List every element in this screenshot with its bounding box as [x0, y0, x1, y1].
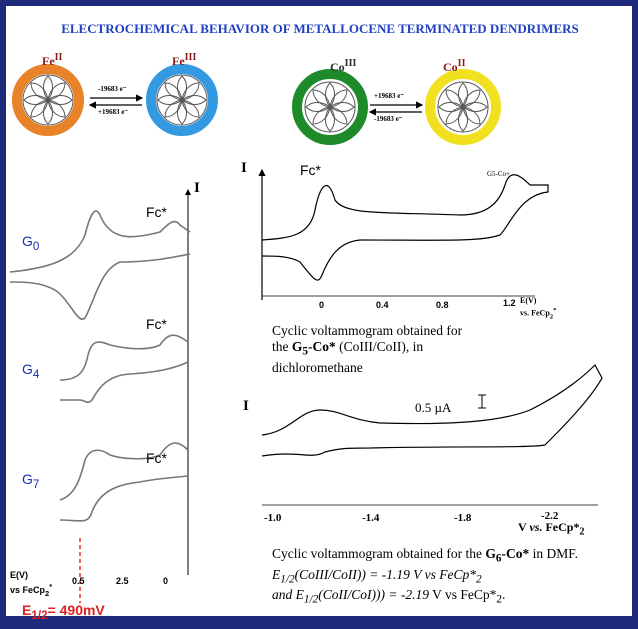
- text: 0: [33, 240, 39, 253]
- scale-label: 0.5 µA: [415, 400, 451, 416]
- tick-label: 2.5: [116, 576, 129, 586]
- text: E(V): [520, 296, 536, 305]
- text: Co: [443, 60, 458, 74]
- axis-label: V vs. FeCp*2: [518, 520, 584, 537]
- trace-species: Fc*: [300, 162, 321, 178]
- text: 2: [476, 573, 482, 585]
- caption: Cyclic voltammogram obtained for the G5-…: [272, 323, 472, 376]
- text: 4: [33, 368, 39, 381]
- co3-label: CoIII: [330, 58, 356, 75]
- fe2-label: FeII: [42, 52, 62, 69]
- dendrimer-co3: [297, 74, 363, 140]
- arrow-label: +19683 e⁻: [374, 92, 404, 100]
- axis-label: I: [241, 160, 247, 177]
- tick-label: 0.5: [72, 576, 85, 586]
- text: 1/2: [31, 609, 47, 622]
- text: (CoII/CoI))) = -2.19: [318, 587, 429, 602]
- tick-label: 0.4: [376, 300, 389, 310]
- axis-label: E(V) vs. FeCp2*: [520, 296, 556, 322]
- arrow-label: -19683 e⁻: [374, 115, 402, 123]
- dendrimer-fe2: [17, 69, 79, 131]
- arrow-label: -19683 e⁻: [98, 85, 126, 93]
- text: Cyclic voltammogram obtained for the: [272, 546, 485, 561]
- text: *: [553, 307, 556, 314]
- trace-label: G7: [22, 471, 39, 491]
- text: G: [22, 471, 33, 487]
- trace-label: G5-Co+: [487, 170, 510, 178]
- title: ELECTROCHEMICAL BEHAVIOR OF METALLOCENE …: [30, 22, 610, 36]
- tick-label: 0: [319, 300, 324, 310]
- text: *: [49, 582, 52, 591]
- text: vs. FeCp: [520, 309, 550, 318]
- axis-label: I: [243, 398, 249, 415]
- tick-label: -1.0: [264, 512, 281, 524]
- text: Co: [330, 60, 345, 74]
- text: G: [22, 361, 33, 377]
- text: Fe: [172, 54, 185, 68]
- text: in DMF.: [529, 546, 578, 561]
- text: G: [485, 546, 496, 561]
- text: V: [518, 520, 529, 534]
- bottom-voltammogram: [262, 365, 602, 505]
- text: G: [22, 233, 33, 249]
- tick-label: -1.8: [454, 512, 471, 524]
- text: II: [458, 58, 466, 69]
- half-wave-potential: E1/2= 490mV: [22, 602, 105, 622]
- text: 2: [579, 526, 584, 537]
- text: E(V): [10, 570, 28, 580]
- axis-label: E(V)vs FeCp2*: [10, 570, 52, 599]
- top-voltammogram: [262, 170, 548, 300]
- slide: ELECTROCHEMICAL BEHAVIOR OF METALLOCENE …: [0, 0, 638, 629]
- tick-label: 1.2: [503, 298, 516, 308]
- text: E: [22, 602, 31, 618]
- text: E: [272, 567, 280, 582]
- trace-species: Fc*: [146, 450, 167, 466]
- text: 7: [33, 478, 39, 491]
- trace-species: Fc*: [146, 204, 167, 220]
- text: vs.: [529, 520, 542, 534]
- tick-label: 0.8: [436, 300, 449, 310]
- text: G: [292, 339, 303, 354]
- text: vs FeCp: [10, 585, 45, 595]
- text: FeCp*: [542, 520, 579, 534]
- trace-species: Fc*: [146, 316, 167, 332]
- text: = 490mV: [48, 602, 105, 618]
- text: 1/2: [304, 594, 318, 606]
- text: (CoIII/CoII)) = -1.19 V vs FeCp*: [295, 567, 476, 582]
- co2-label: CoII: [443, 58, 465, 75]
- text: V vs FeCp*: [429, 587, 496, 602]
- tick-label: -1.4: [362, 512, 379, 524]
- dendrimer-fe3: [151, 69, 213, 131]
- axis-label: I: [194, 180, 200, 197]
- text: 1/2: [280, 573, 294, 585]
- text: 2: [550, 313, 553, 320]
- tick-label: 0: [163, 576, 168, 586]
- trace-label: G0: [22, 233, 39, 253]
- text: -Co*: [501, 546, 529, 561]
- trace-label: G4: [22, 361, 39, 381]
- dendrimer-co2: [430, 74, 496, 140]
- text: II: [55, 52, 63, 63]
- text: -Co*: [308, 339, 336, 354]
- text: .: [502, 587, 505, 602]
- text: and E: [272, 587, 304, 602]
- reaction-arrows: [90, 98, 422, 112]
- fe3-label: FeIII: [172, 52, 196, 69]
- text: Fe: [42, 54, 55, 68]
- caption: Cyclic voltammogram obtained for the G6-…: [272, 546, 602, 608]
- text: III: [345, 58, 357, 69]
- arrow-label: +19683 e⁻: [98, 108, 128, 116]
- text: III: [185, 52, 197, 63]
